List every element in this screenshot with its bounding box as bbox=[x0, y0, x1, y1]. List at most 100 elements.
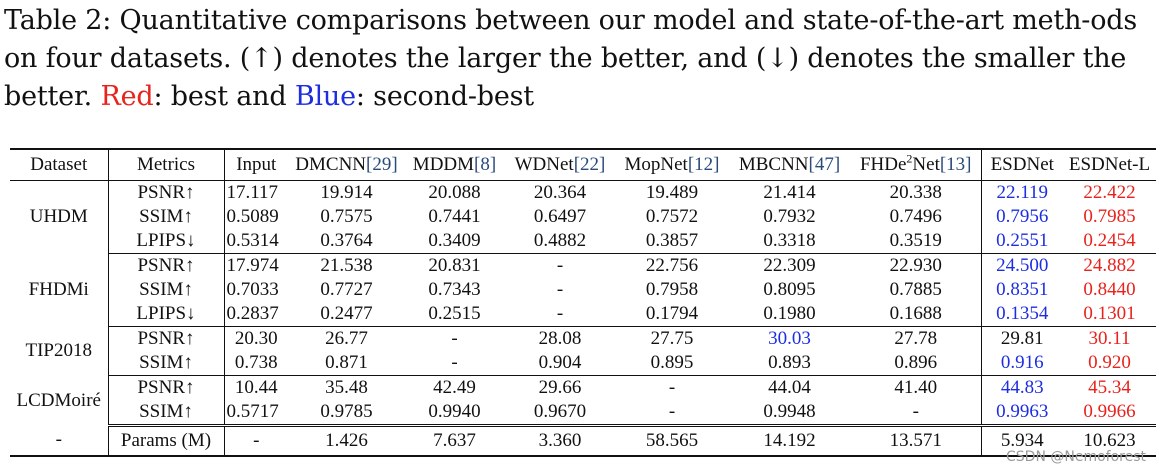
value-cell: 21.538 bbox=[320, 255, 373, 276]
dataset-cell: LCDMoiré bbox=[10, 375, 109, 426]
dataset-cell: TIP2018 bbox=[10, 326, 109, 376]
table-row: FHDMi PSNR↑ 17.974 21.538 20.831 - 22.756 22.30… bbox=[10, 253, 1156, 327]
value-cell: 0.893 bbox=[728, 351, 851, 376]
value-cell: 0.7343 bbox=[428, 279, 481, 300]
value-cell: 28.08 bbox=[538, 328, 582, 349]
watermark: CSDN @Nemoforest bbox=[1006, 449, 1146, 465]
value-cell: 17.117 bbox=[226, 182, 279, 203]
table-row: TIP2018 PSNR↑ 20.30 26.77 - 28.08 27.75 30.03 27… bbox=[10, 326, 1156, 376]
value-cell: 0.3519 bbox=[851, 229, 982, 254]
value-cell: 0.7885 bbox=[851, 278, 982, 302]
value-cell: 0.7496 bbox=[851, 205, 982, 229]
metric-cell: LPIPS↓ bbox=[108, 302, 225, 327]
header-fhde2net: FHDe2Net[13] bbox=[851, 148, 982, 181]
header-dataset: Dataset bbox=[10, 148, 109, 181]
header-row: Dataset Metrics Input DMCNN[29] MDDM[8] … bbox=[10, 148, 1156, 181]
value-cell: 0.7575 bbox=[320, 206, 373, 227]
header-mopnet: MopNet[12] bbox=[616, 148, 728, 181]
value-cell: 0.1301 bbox=[1063, 302, 1156, 327]
value-cell: 0.3857 bbox=[616, 229, 728, 254]
value-cell: 0.7958 bbox=[645, 279, 699, 300]
comparison-table: Dataset Metrics Input DMCNN[29] MDDM[8] … bbox=[10, 148, 1156, 457]
metric-cell: PSNR↑ bbox=[108, 375, 225, 400]
params-value-cell: 58.565 bbox=[616, 425, 728, 457]
metric-cell: PSNR↑ bbox=[108, 253, 225, 278]
header-input: Input bbox=[224, 148, 288, 181]
value-cell: 0.6497 bbox=[533, 206, 587, 227]
params-metric-cell: Params (M) bbox=[108, 425, 225, 457]
value-cell: 0.2454 bbox=[1063, 229, 1156, 254]
value-cell: - bbox=[451, 328, 458, 349]
table-row: SSIM↑ 0.5717 0.9785 0.9940 0.9670-0.9948-0.9… bbox=[10, 400, 1156, 427]
value-cell: 24.882 bbox=[1083, 255, 1136, 276]
value-cell: 35.48 bbox=[325, 377, 368, 398]
value-cell: 0.9940 bbox=[405, 400, 504, 427]
value-cell: 0.2515 bbox=[405, 302, 504, 327]
value-cell: 0.1354 bbox=[981, 302, 1063, 327]
value-cell: 20.338 bbox=[851, 180, 982, 205]
value-cell: 0.3764 bbox=[288, 229, 405, 254]
value-cell: 22.309 bbox=[763, 255, 816, 276]
table-row: LPIPS↓ 0.2837 0.2477 0.2515-0.1794 0.1980 0.1… bbox=[10, 302, 1156, 327]
value-cell: 0.5314 bbox=[224, 229, 288, 254]
value-cell: 0.3318 bbox=[728, 229, 851, 254]
params-value-cell: 3.360 bbox=[504, 425, 616, 457]
value-cell: 0.5089 bbox=[226, 206, 279, 227]
value-cell: 21.414 bbox=[763, 182, 816, 203]
value-cell: 29.81 bbox=[1000, 328, 1044, 349]
metric-cell: SSIM↑ bbox=[108, 400, 225, 427]
value-cell: 0.3409 bbox=[405, 229, 504, 254]
value-cell: 0.920 bbox=[1063, 351, 1156, 376]
metric-cell: SSIM↑ bbox=[108, 278, 225, 302]
value-cell: 10.44 bbox=[234, 377, 278, 398]
metric-cell: PSNR↑ bbox=[108, 326, 225, 351]
value-cell: 0.9670 bbox=[504, 400, 616, 427]
value-cell: 44.04 bbox=[768, 377, 811, 398]
params-value-cell: 14.192 bbox=[728, 425, 851, 457]
value-cell: 0.7727 bbox=[320, 279, 373, 300]
params-value-cell: 10.623 bbox=[1063, 425, 1156, 457]
value-cell: 22.756 bbox=[645, 255, 699, 276]
value-cell: 0.7572 bbox=[645, 206, 699, 227]
value-cell: 29.66 bbox=[538, 377, 582, 398]
value-cell: 0.2551 bbox=[981, 229, 1063, 254]
value-cell: 22.422 bbox=[1083, 182, 1136, 203]
value-cell: - bbox=[851, 400, 982, 427]
table-row: SSIM↑ 0.7033 0.7727 0.7343 - 0.7958 0.8095 0.78… bbox=[10, 278, 1156, 302]
value-cell: 0.904 bbox=[504, 351, 616, 376]
value-cell: 0.8440 bbox=[1083, 279, 1136, 300]
header-wdnet: WDNet[22] bbox=[504, 148, 616, 181]
value-cell: 30.03 bbox=[768, 328, 811, 349]
value-cell: 22.119 bbox=[996, 182, 1049, 203]
value-cell: 0.2837 bbox=[224, 302, 288, 327]
value-cell: 0.916 bbox=[981, 351, 1063, 376]
table-body: UHDM PSNR↑ 17.117 19.914 20.088 20.364 19.489 2… bbox=[10, 180, 1156, 457]
value-cell: 22.930 bbox=[851, 253, 982, 278]
value-cell: 0.1980 bbox=[728, 302, 851, 327]
value-cell: 0.7441 bbox=[428, 206, 481, 227]
caption-blue-word: Blue bbox=[294, 81, 356, 112]
value-cell: 0.9785 bbox=[288, 400, 405, 427]
table-row: SSIM↑ 0.738 0.871-0.904 0.895 0.893 0.896 0.91… bbox=[10, 351, 1156, 376]
value-cell: 19.914 bbox=[320, 182, 373, 203]
header-esdnet: ESDNet bbox=[981, 148, 1063, 181]
dataset-cell: FHDMi bbox=[10, 253, 109, 327]
header-mddm: MDDM[8] bbox=[405, 148, 504, 181]
value-cell: 0.9963 bbox=[981, 400, 1063, 427]
value-cell: 24.500 bbox=[996, 255, 1049, 276]
value-cell: 41.40 bbox=[851, 375, 982, 400]
header-dmcnn: DMCNN[29] bbox=[288, 148, 405, 181]
header-esdnet-l: ESDNet-L bbox=[1063, 148, 1156, 181]
value-cell: 0.8351 bbox=[996, 279, 1049, 300]
header-mbcnn: MBCNN[47] bbox=[728, 148, 851, 181]
value-cell: 0.5717 bbox=[224, 400, 288, 427]
metric-cell: SSIM↑ bbox=[108, 351, 225, 376]
params-row: - Params (M) -1.426 7.637 3.360 58.565 14.192 1… bbox=[10, 425, 1156, 457]
value-cell: 0.1688 bbox=[851, 302, 982, 327]
params-value-cell: 7.637 bbox=[405, 425, 504, 457]
value-cell: 0.871 bbox=[288, 351, 405, 376]
value-cell: 0.2477 bbox=[288, 302, 405, 327]
value-cell: 0.4882 bbox=[504, 229, 616, 254]
table-row: UHDM PSNR↑ 17.117 19.914 20.088 20.364 19.489 2… bbox=[10, 180, 1156, 254]
params-dataset-cell: - bbox=[10, 425, 109, 457]
